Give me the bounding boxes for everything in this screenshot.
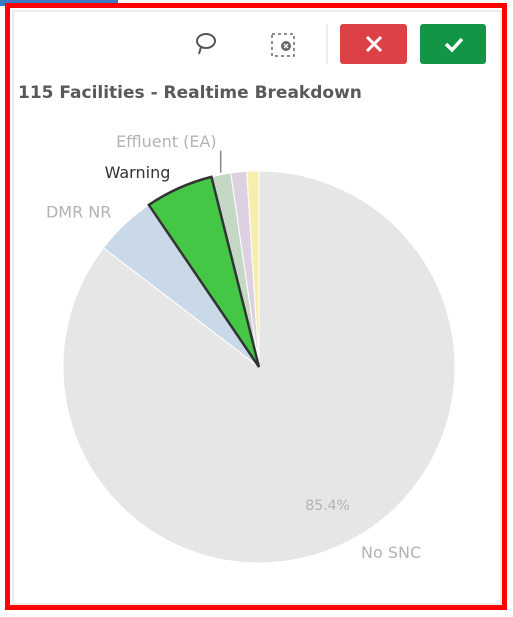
value-label: 85.4% [305,498,349,514]
chart-title: 115 Facilities - Realtime Breakdown [18,83,362,103]
pie: No SNC 85.4% DMR NR Warning Effluent (EA) [46,132,456,564]
lasso-button[interactable] [196,33,216,55]
selection-frame [5,3,507,610]
clear-selection-button[interactable] [271,33,295,57]
slice-label: No SNC [361,543,421,562]
pie-slice [246,170,260,368]
pie-slice [147,175,261,368]
slice-label: Effluent (EA) [116,132,217,151]
cancel-button[interactable] [340,24,407,64]
slice-label: Warning [105,163,171,182]
confirm-button[interactable] [420,24,486,64]
slice-label: DMR NR [46,202,111,221]
